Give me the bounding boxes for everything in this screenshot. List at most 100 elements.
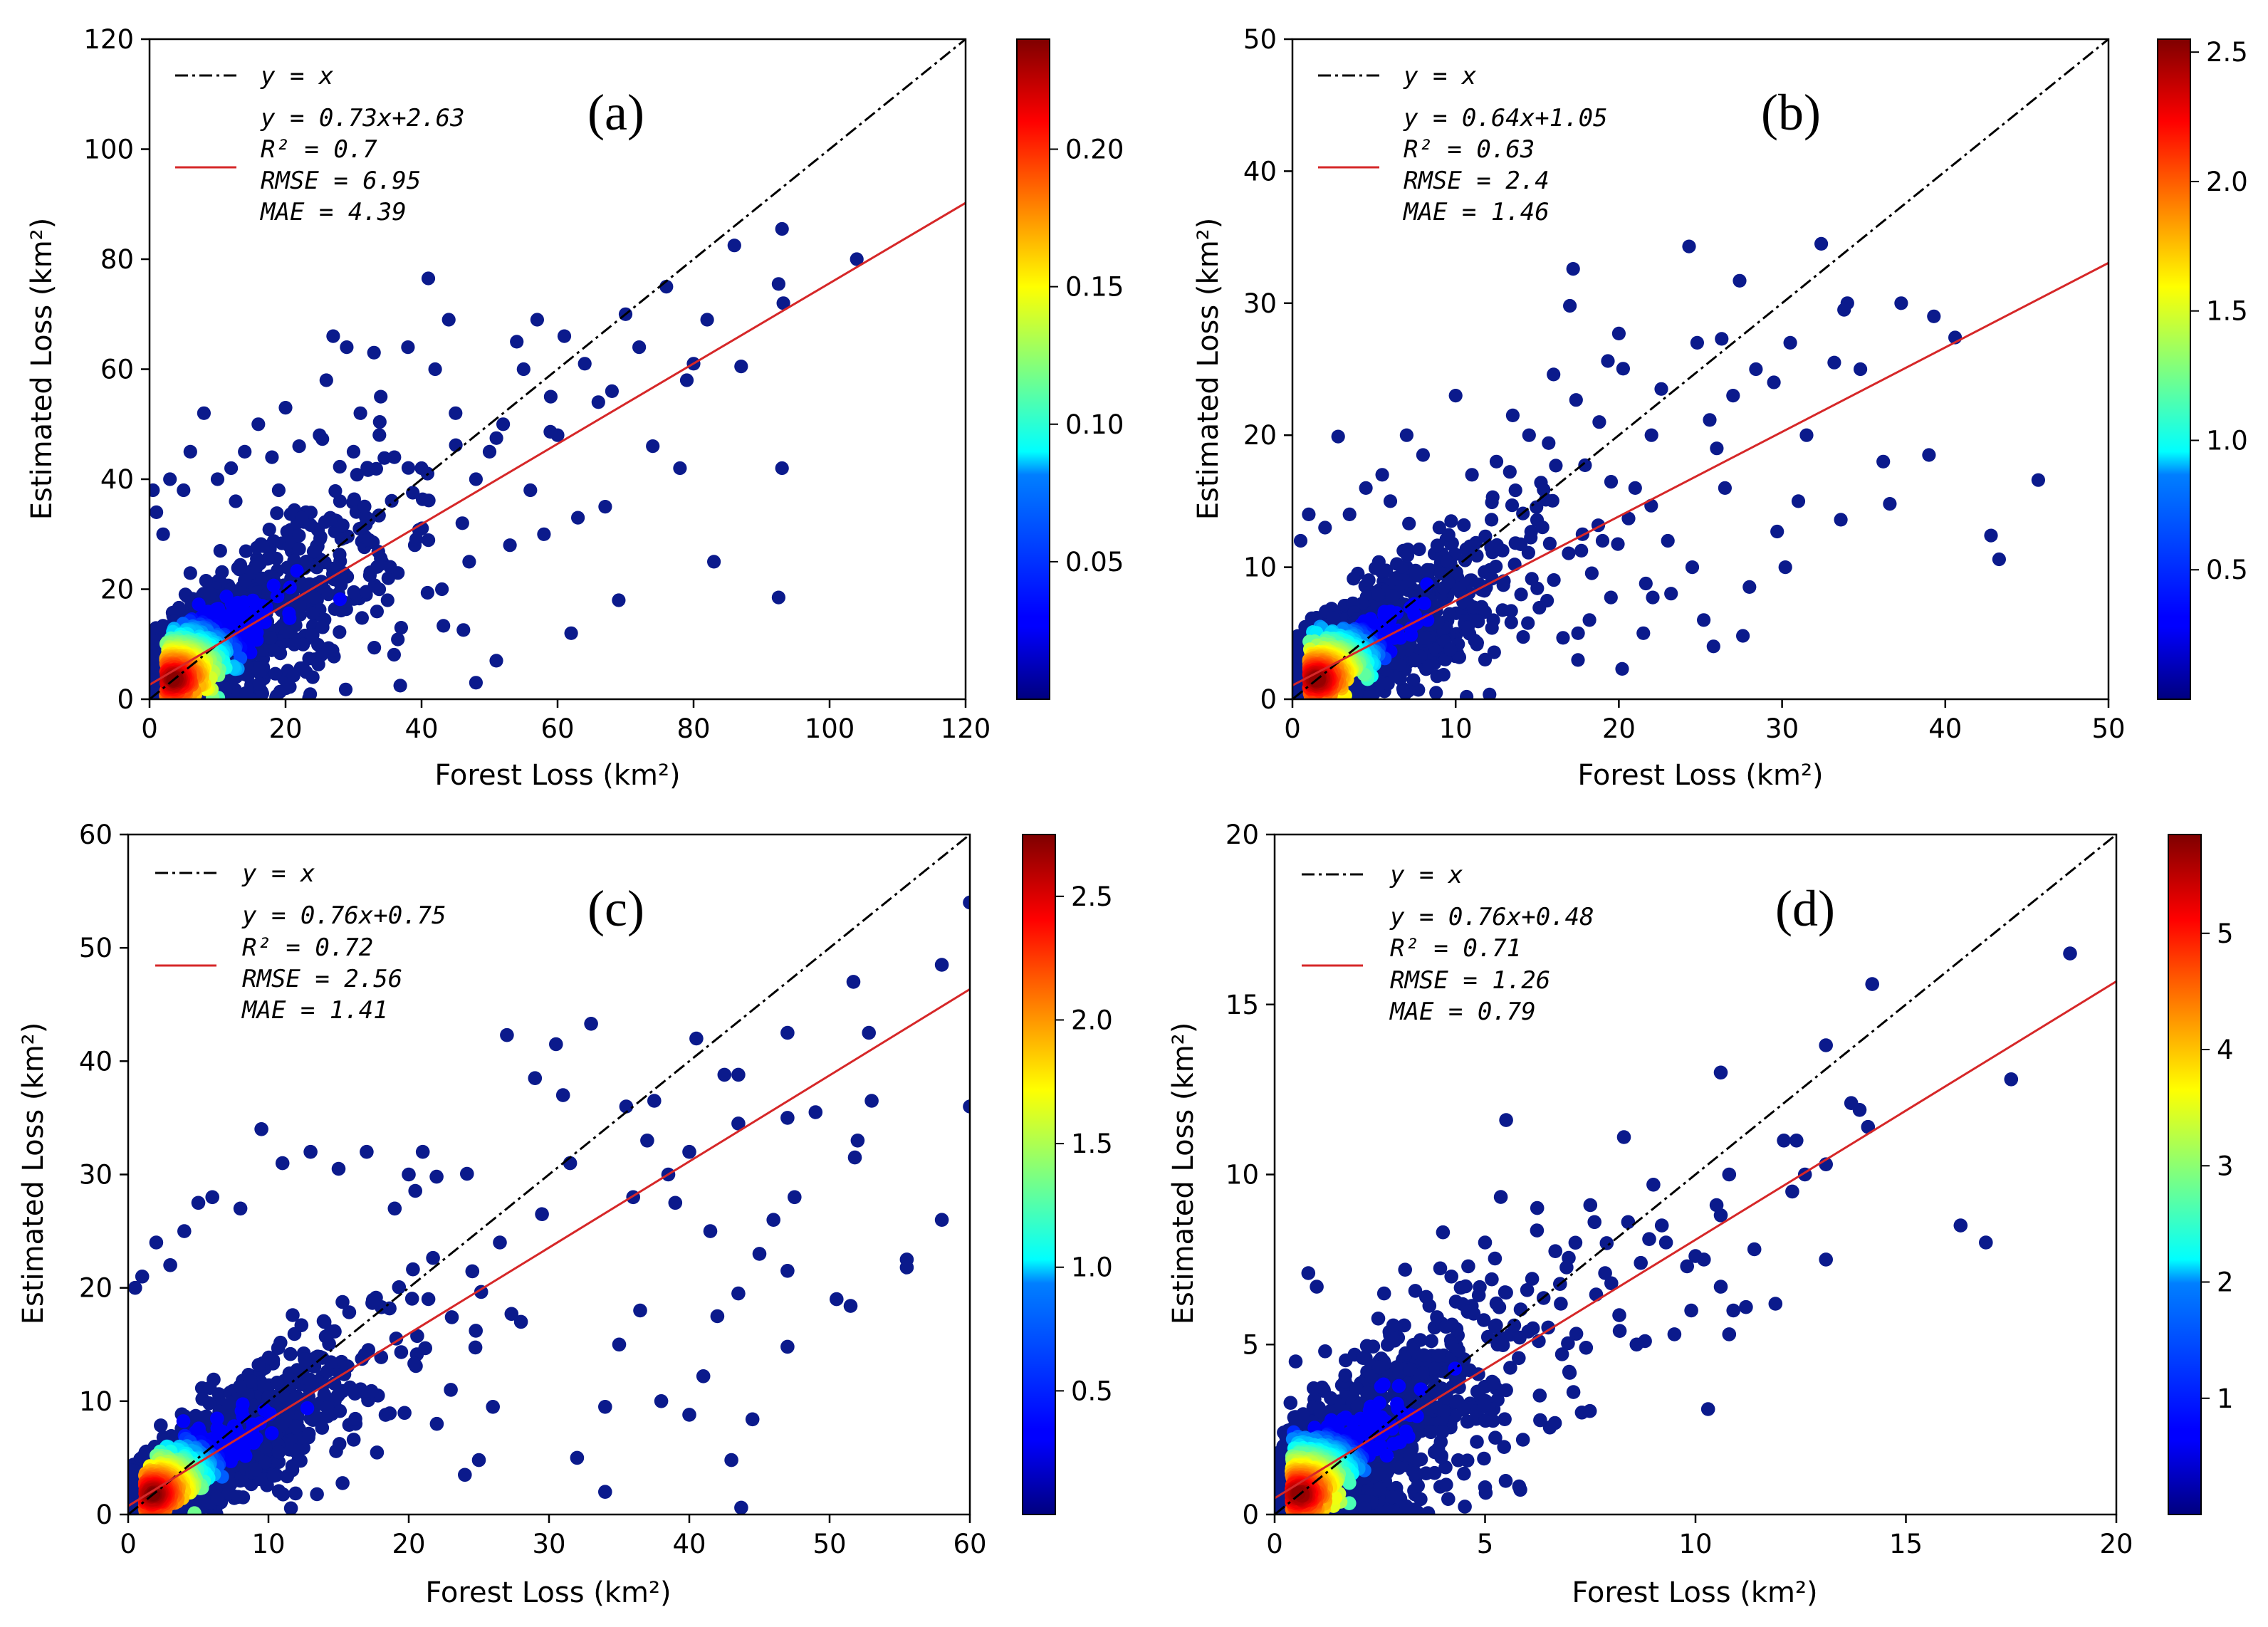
scatter-point-dense	[310, 560, 324, 575]
panel-b-y-axis-label: Estimated Loss (km²)	[1192, 218, 1225, 520]
scatter-point	[673, 461, 687, 476]
scatter-point	[1767, 375, 1781, 389]
scatter-point	[1791, 494, 1806, 508]
x-tick-label: 0	[1284, 713, 1301, 744]
scatter-point-dense	[263, 631, 278, 645]
scatter-point	[513, 1314, 528, 1329]
scatter-point	[380, 593, 394, 607]
scatter-point-dense	[262, 523, 276, 537]
scatter-point	[1992, 552, 2006, 567]
scatter-point	[156, 527, 170, 541]
scatter-point-density	[243, 615, 257, 630]
scatter-point-dense	[1537, 483, 1551, 497]
scatter-point	[1984, 528, 1998, 543]
scatter-point-dense	[238, 573, 252, 587]
scatter-point-dense	[287, 637, 301, 652]
scatter-point-density	[192, 597, 206, 612]
scatter-point	[1685, 560, 1700, 575]
scatter-point	[598, 1400, 612, 1414]
scatter-point-dense	[1644, 498, 1658, 513]
scatter-point-dense	[1406, 673, 1421, 687]
scatter-point	[654, 1394, 669, 1408]
scatter-point	[1522, 428, 1536, 442]
scatter-point-dense	[302, 691, 316, 699]
scatter-point	[319, 373, 333, 387]
scatter-point	[1416, 448, 1430, 462]
panel-b-legend-equation: y = 0.64x+1.05	[1403, 104, 1608, 132]
scatter-point	[224, 461, 239, 476]
panel-b-legend-mae: MAE = 1.46	[1403, 198, 1550, 226]
scatter-point	[1837, 303, 1851, 317]
scatter-point	[1399, 428, 1413, 442]
scatter-point-dense	[1390, 557, 1404, 571]
scatter-point	[278, 401, 293, 415]
scatter-point	[326, 329, 340, 343]
y-tick-label: 20	[1243, 420, 1277, 451]
scatter-point	[724, 1453, 738, 1468]
scatter-point-density	[333, 592, 347, 607]
scatter-point	[788, 1190, 802, 1205]
scatter-point	[265, 450, 279, 464]
x-tick-label: 40	[1928, 713, 1962, 744]
scatter-point	[210, 472, 225, 486]
panel-b-plot-frame	[1291, 38, 2110, 701]
scatter-point	[1592, 415, 1606, 429]
scatter-point	[444, 1383, 458, 1397]
scatter-point-dense	[338, 682, 353, 696]
y-tick-label: 50	[1243, 24, 1277, 55]
scatter-point-dense	[372, 582, 387, 597]
scatter-point	[346, 444, 361, 459]
scatter-point-dense	[323, 512, 338, 527]
scatter-point	[535, 1207, 549, 1221]
scatter-point	[780, 1025, 795, 1040]
scatter-point-dense	[288, 1486, 303, 1501]
scatter-point	[682, 1144, 696, 1159]
scatter-point	[963, 895, 970, 910]
scatter-point	[696, 1369, 711, 1383]
scatter-point-dense	[543, 424, 558, 439]
scatter-point	[435, 582, 449, 597]
scatter-point-dense	[1505, 498, 1520, 513]
scatter-point	[537, 527, 551, 541]
scatter-point-dense	[1362, 573, 1376, 587]
scatter-point-dense	[1569, 393, 1583, 407]
panel-a-colorbar-ticks: 0.050.100.150.20	[1050, 135, 1124, 577]
scatter-point-dense	[392, 1280, 407, 1294]
scatter-point	[717, 1067, 732, 1082]
scatter-point-density	[250, 625, 264, 639]
scatter-point	[149, 1235, 164, 1250]
y-tick-label: 100	[83, 135, 134, 165]
scatter-point-dense	[449, 438, 463, 452]
scatter-point-dense	[295, 511, 309, 525]
scatter-point-density	[1403, 600, 1418, 615]
scatter-point	[1706, 639, 1720, 654]
scatter-point-dense	[307, 590, 321, 605]
scatter-point-dense	[333, 548, 347, 562]
scatter-point	[1432, 520, 1446, 535]
scatter-point	[530, 313, 545, 327]
scatter-point-dense	[1508, 536, 1522, 550]
scatter-point	[727, 239, 741, 253]
scatter-point-dense	[359, 585, 373, 599]
x-tick-label: 20	[1602, 713, 1636, 744]
scatter-point-dense	[1408, 654, 1422, 668]
scatter-point-dense	[415, 492, 430, 506]
scatter-point	[1927, 309, 1941, 323]
scatter-point-density	[283, 580, 297, 595]
scatter-point-dense	[1364, 690, 1378, 699]
panel-a-legend-identity: y = x	[260, 62, 334, 90]
scatter-point-dense	[1574, 543, 1589, 558]
scatter-point	[2031, 473, 2045, 487]
scatter-point	[1489, 454, 1504, 469]
regression-line	[1292, 261, 2108, 686]
scatter-point	[1883, 497, 1897, 511]
scatter-point	[808, 1105, 823, 1119]
scatter-point-dense	[1485, 621, 1499, 635]
colorbar-tick-label: 1.0	[2206, 425, 2248, 456]
scatter-point-dense	[1584, 566, 1599, 580]
panel-a-y-axis-label: Estimated Loss (km²)	[26, 218, 58, 520]
scatter-point	[1542, 436, 1556, 450]
scatter-point	[238, 444, 252, 459]
scatter-point	[1710, 441, 1724, 456]
